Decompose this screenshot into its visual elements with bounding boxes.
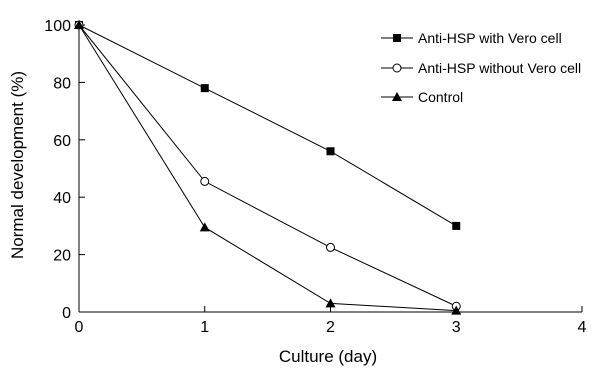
legend-label: Control <box>418 89 463 105</box>
data-point <box>200 84 209 93</box>
x-axis: 0 1 2 3 4 <box>75 306 587 336</box>
data-point <box>199 222 210 232</box>
legend-label: Anti-HSP without Vero cell <box>418 60 581 76</box>
x-tick-label: 2 <box>326 319 335 336</box>
data-point <box>326 242 335 252</box>
legend-marker <box>392 63 402 73</box>
data-point <box>325 298 336 308</box>
series-1 <box>75 21 461 230</box>
series-line <box>78 24 457 312</box>
data-point <box>326 147 335 156</box>
x-tick-label: 3 <box>452 319 461 336</box>
x-axis-label: Culture (day) <box>279 347 377 366</box>
legend-entry-1: Anti-HSP with Vero cell <box>381 30 562 46</box>
y-tick-label: 40 <box>53 190 71 207</box>
x-tick-label: 1 <box>200 319 209 336</box>
series-2 <box>74 20 461 311</box>
y-tick-label: 60 <box>53 133 71 150</box>
legend-label: Anti-HSP with Vero cell <box>418 30 562 46</box>
y-tick-label: 0 <box>62 305 71 322</box>
legend: Anti-HSP with Vero cell Anti-HSP without … <box>381 30 581 105</box>
data-point <box>74 20 84 29</box>
legend-entry-3: Control <box>381 89 463 105</box>
series-3 <box>74 20 462 315</box>
y-tick-label: 100 <box>44 18 71 35</box>
data-point <box>200 176 210 186</box>
x-tick-label: 0 <box>75 319 84 336</box>
y-axis-label: Normal development (%) <box>8 71 27 259</box>
series-line <box>78 24 457 227</box>
data-point <box>451 305 462 315</box>
legend-marker <box>393 34 401 42</box>
legend-entry-2: Anti-HSP without Vero cell <box>381 60 581 76</box>
legend-marker <box>392 92 402 101</box>
y-tick-label: 80 <box>53 75 71 92</box>
data-point <box>452 221 461 230</box>
y-tick-label: 20 <box>53 248 71 265</box>
series-line <box>78 24 457 307</box>
y-axis: 0 20 40 60 80 100 <box>44 18 85 322</box>
series-layer <box>74 20 462 315</box>
x-tick-label: 4 <box>578 319 587 336</box>
